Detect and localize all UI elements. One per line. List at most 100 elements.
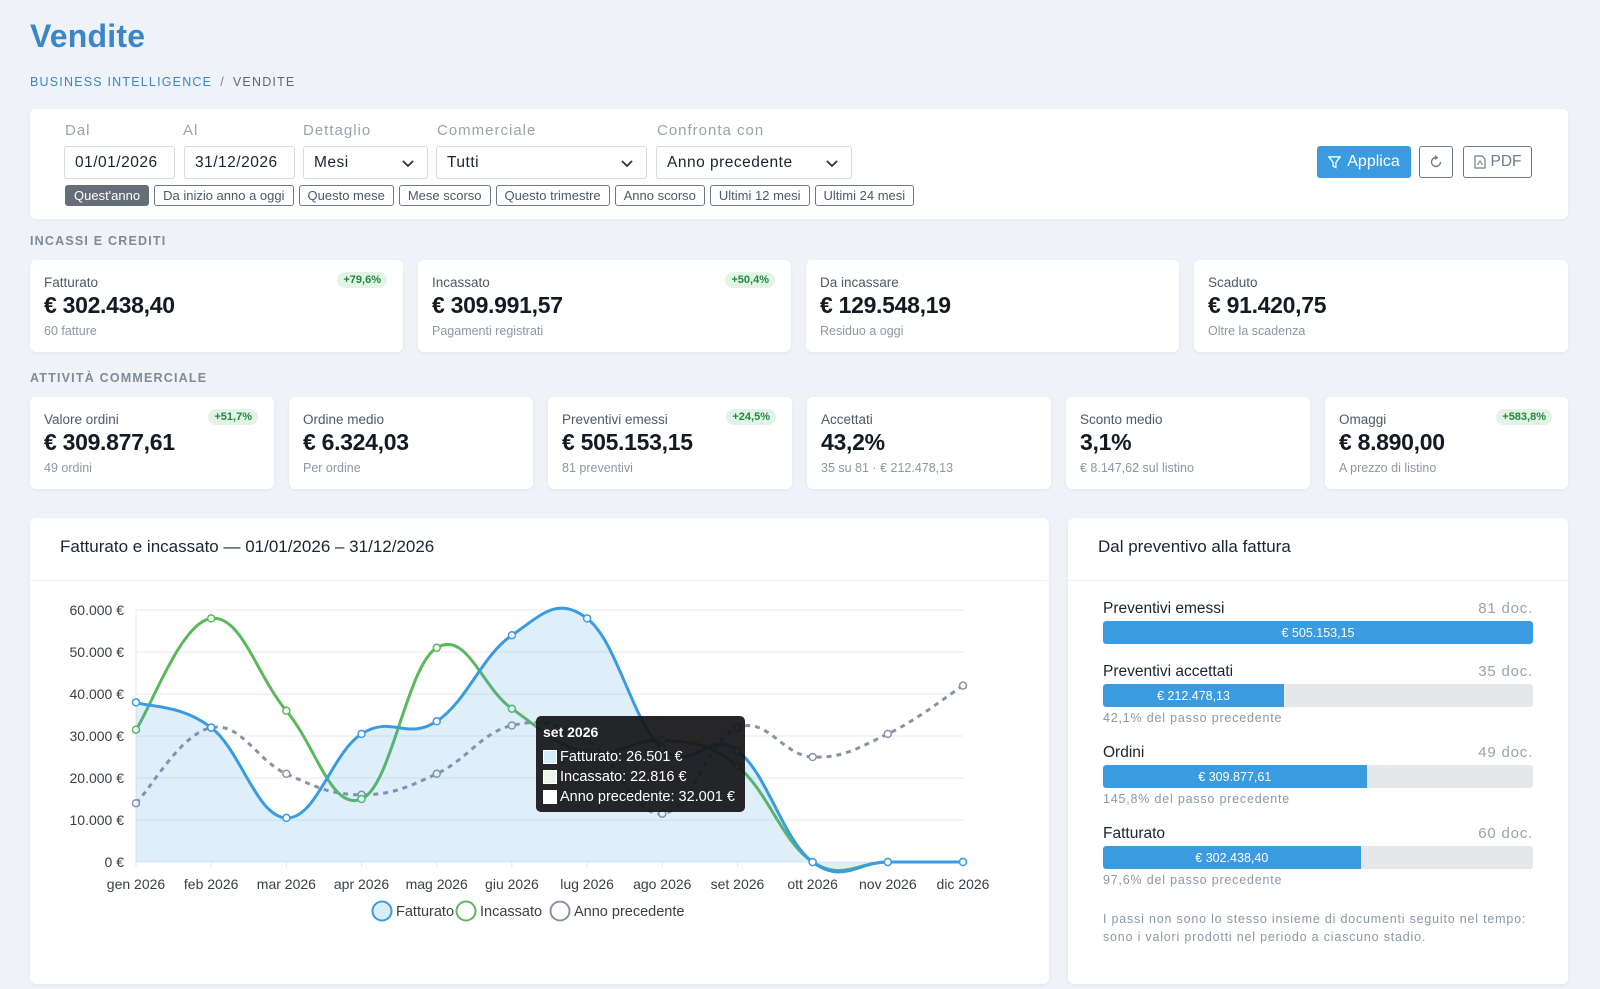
kpi-card-valore-ordini: Valore ordini +51,7% € 309.877,61 49 ord… — [30, 397, 274, 489]
kpi-value: € 309.877,61 — [44, 429, 175, 455]
tooltip-row-text: Incassato: 22.816 € — [560, 769, 687, 785]
to-date-input[interactable]: 31/12/2026 — [184, 146, 295, 179]
legend-swatch — [371, 900, 393, 922]
kpi-value: € 6.324,03 — [303, 429, 409, 455]
preset-button[interactable]: Questo mese — [298, 185, 394, 206]
data-point — [808, 857, 817, 867]
funnel-step-name: Ordini — [1103, 744, 1145, 761]
funnel-step-count: 60 doc. — [1478, 825, 1533, 842]
detail-select[interactable]: Mesi — [303, 146, 428, 179]
funnel-note: I passi non sono lo stesso insieme di do… — [1103, 912, 1527, 944]
preset-button[interactable]: Ultimi 12 mesi — [709, 185, 810, 206]
data-point — [507, 704, 517, 713]
kpi-subtext: A prezzo di listino — [1339, 461, 1437, 475]
data-point — [432, 769, 441, 779]
y-tick-label: 60.000 € — [70, 602, 125, 618]
preset-button[interactable]: Questo trimestre — [495, 185, 610, 206]
data-point — [507, 630, 517, 640]
data-point — [958, 681, 968, 690]
compare-label: Confronta con — [657, 122, 765, 139]
kpi-value: € 309.991,57 — [432, 292, 563, 318]
y-tick-label: 10.000 € — [70, 812, 125, 828]
chevron-down-icon — [826, 160, 838, 168]
tooltip-swatch — [543, 770, 557, 784]
kpi-value: 3,1% — [1080, 429, 1132, 455]
funnel-track: € 212.478,13 — [1103, 684, 1533, 707]
data-point — [357, 729, 366, 739]
kpi-card-fatturato: Fatturato +79,6% € 302.438,40 60 fatture — [30, 260, 403, 352]
tooltip-row-text: Fatturato: 26.501 € — [560, 749, 683, 765]
kpi-subtext: Residuo a oggi — [820, 324, 904, 338]
breadcrumb-current: VENDITE — [232, 75, 296, 89]
pdf-file-icon — [1473, 155, 1486, 169]
kpi-card-incassato: Incassato +50,4% € 309.991,57 Pagamenti … — [418, 260, 791, 352]
tooltip-swatch — [543, 790, 557, 804]
preset-button[interactable]: Da inizio anno a oggi — [154, 185, 294, 206]
from-date-input[interactable]: 01/01/2026 — [64, 146, 175, 179]
data-point — [131, 698, 141, 707]
kpi-value: 43,2% — [821, 429, 885, 455]
funnel-track: € 505.153,15 — [1103, 621, 1533, 644]
pdf-button[interactable]: PDF — [1463, 146, 1532, 178]
chart-title: Fatturato e incassato — 01/01/2026 – 31/… — [60, 537, 435, 556]
tooltip-row-text: Anno precedente: 32.001 € — [560, 789, 735, 805]
filter-panel: Dal 01/01/2026 Al 31/12/2026 Dettaglio M… — [30, 109, 1568, 219]
kpi-card-omaggi: Omaggi +583,8% € 8.890,00 A prezzo di li… — [1325, 397, 1568, 489]
y-tick-label: 30.000 € — [70, 728, 125, 744]
compare-select[interactable]: Anno precedente — [656, 146, 852, 179]
preset-button[interactable]: Quest'anno — [65, 185, 150, 206]
kpi-subtext: Oltre la scadenza — [1208, 324, 1306, 338]
data-point — [432, 717, 441, 726]
kpi-card-scaduto: Scaduto € 91.420,75 Oltre la scadenza — [1194, 260, 1568, 352]
y-tick-label: 0 € — [105, 854, 125, 870]
x-tick-label: apr 2026 — [334, 876, 389, 892]
data-point — [131, 725, 141, 734]
section-title-incassi: INCASSI E CREDITI — [30, 234, 167, 248]
kpi-subtext: Per ordine — [303, 461, 361, 475]
y-tick-label: 40.000 € — [70, 686, 125, 702]
data-point — [357, 794, 366, 804]
data-point — [582, 614, 592, 623]
kpi-label: Da incassare — [820, 275, 899, 290]
x-tick-label: feb 2026 — [184, 876, 239, 892]
kpi-label: Accettati — [821, 412, 873, 427]
kpi-label: Incassato — [432, 275, 490, 290]
funnel-step-percent: 145,8% del passo precedente — [1103, 792, 1290, 806]
tooltip-title: set 2026 — [543, 724, 599, 740]
funnel-bar: € 505.153,15 — [1103, 621, 1533, 644]
x-tick-label: mar 2026 — [257, 876, 316, 892]
x-tick-label: mag 2026 — [406, 876, 468, 892]
page-title: Vendite — [30, 18, 146, 54]
funnel-step-percent: 97,6% del passo precedente — [1103, 873, 1283, 887]
funnel-step-percent: 42,1% del passo precedente — [1103, 711, 1283, 725]
funnel-card: Dal preventivo alla fattura Preventivi e… — [1068, 518, 1568, 984]
data-point — [808, 752, 817, 762]
preset-button[interactable]: Anno scorso — [614, 185, 705, 206]
date-presets: Quest'anno Da inizio anno a oggi Questo … — [65, 185, 915, 206]
breadcrumb-separator: / — [220, 75, 225, 89]
kpi-trend-badge: +50,4% — [725, 272, 775, 288]
funnel-title: Dal preventivo alla fattura — [1098, 537, 1291, 556]
kpi-trend-badge: +583,8% — [1496, 409, 1552, 425]
apply-button[interactable]: Applica — [1317, 146, 1411, 178]
section-title-attivita: ATTIVITÀ COMMERCIALE — [30, 371, 208, 385]
x-tick-label: giu 2026 — [485, 876, 539, 892]
legend-label: Anno precedente — [574, 904, 684, 920]
y-tick-label: 20.000 € — [70, 770, 125, 786]
salesperson-select[interactable]: Tutti — [436, 146, 647, 179]
kpi-value: € 129.548,19 — [820, 292, 951, 318]
kpi-label: Valore ordini — [44, 412, 119, 427]
preset-button[interactable]: Mese scorso — [398, 185, 491, 206]
filter-icon — [1328, 155, 1342, 169]
breadcrumb-link-business-intelligence[interactable]: BUSINESS INTELLIGENCE — [30, 75, 213, 89]
legend-label: Fatturato — [396, 904, 454, 920]
data-point — [883, 857, 893, 867]
data-point — [206, 614, 216, 623]
preset-button[interactable]: Ultimi 24 mesi — [814, 185, 915, 206]
x-tick-label: gen 2026 — [107, 876, 166, 892]
kpi-label: Fatturato — [44, 275, 99, 290]
y-tick-label: 50.000 € — [70, 644, 125, 660]
refresh-button[interactable] — [1419, 146, 1453, 178]
refresh-icon — [1430, 155, 1442, 168]
kpi-trend-badge: +79,6% — [337, 272, 387, 288]
